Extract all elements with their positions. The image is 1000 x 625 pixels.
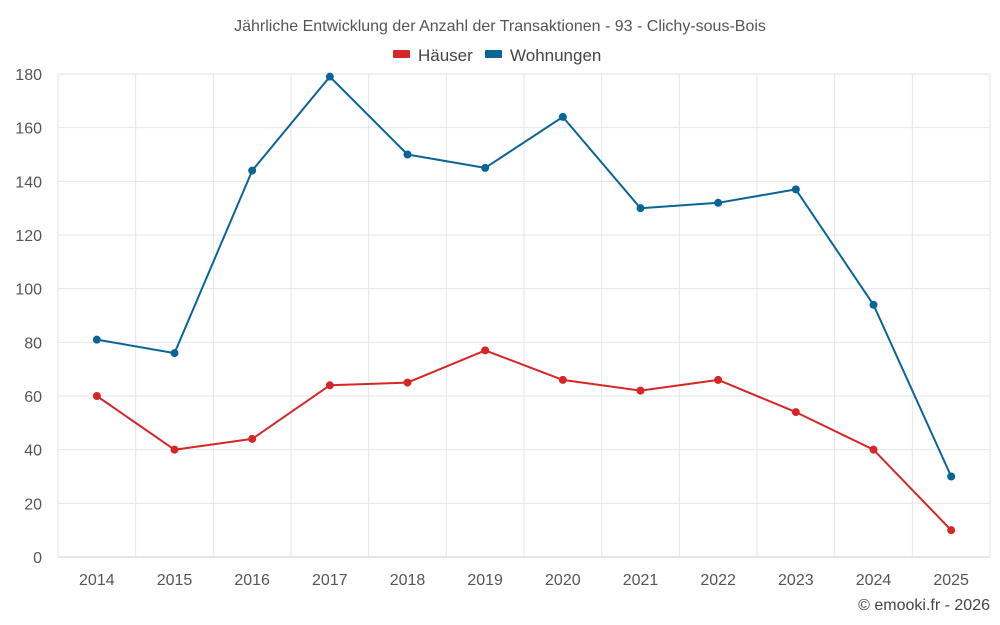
credit-text: © emooki.fr - 2026 [858,597,990,614]
x-tick-label: 2023 [778,572,814,589]
legend-item-wohnungen[interactable]: Wohnungen [485,46,601,65]
y-tick-label: 60 [24,389,42,406]
data-point-haeuser[interactable]: Häuser 2025: 10 [947,526,956,535]
x-tick-label: 2022 [700,572,736,589]
series-wohnungen: Wohnungen 2014: 81 Wohnungen 2015: 76 Wohn… [92,72,956,481]
data-point-wohnungen[interactable]: Wohnungen 2020: 164 [558,112,567,121]
y-axis-ticks: 0 20 40 60 80 100 120 140 160 180 [15,67,42,567]
y-tick-label: 80 [24,335,42,352]
y-tick-label: 180 [15,67,42,84]
data-point-wohnungen[interactable]: Wohnungen 2014: 81 [92,335,101,344]
series: Häuser 2014: 60 Häuser 2015: 40 Häuser 201… [92,72,956,535]
legend: Häuser Wohnungen [393,46,601,65]
y-tick-label: 0 [33,550,42,567]
x-tick-label: 2024 [856,572,892,589]
data-point-wohnungen[interactable]: Wohnungen 2025: 30 [947,472,956,481]
x-tick-label: 2018 [390,572,426,589]
data-point-wohnungen[interactable]: Wohnungen 2017: 179 [325,72,334,81]
data-point-wohnungen[interactable]: Wohnungen 2021: 130 [636,204,645,213]
legend-swatch-wohnungen [485,50,502,58]
series-line-haeuser [96,349,952,531]
data-point-haeuser[interactable]: Häuser 2017: 64 [325,381,334,390]
data-point-haeuser[interactable]: Häuser 2021: 62 [636,386,645,395]
data-point-wohnungen[interactable]: Wohnungen 2016: 144 [248,166,257,175]
x-tick-label: 2020 [545,572,581,589]
x-tick-label: 2016 [234,572,270,589]
data-point-wohnungen[interactable]: Wohnungen 2019: 145 [481,163,490,172]
data-point-haeuser[interactable]: Häuser 2018: 65 [403,378,412,387]
x-tick-label: 2017 [312,572,348,589]
x-tick-label: 2019 [467,572,503,589]
data-point-wohnungen[interactable]: Wohnungen 2024: 94 [869,300,878,309]
x-tick-label: 2014 [79,572,115,589]
data-point-haeuser[interactable]: Häuser 2014: 60 [92,392,101,400]
data-point-haeuser[interactable]: Häuser 2020: 66 [558,375,567,384]
data-point-haeuser[interactable]: Häuser 2019: 77 [481,346,490,355]
gridlines [57,73,991,558]
chart-title: Jährliche Entwicklung der Anzahl der Tra… [234,18,766,35]
legend-item-haeuser[interactable]: Häuser [393,46,473,65]
data-point-haeuser[interactable]: Häuser 2015: 40 [170,445,179,454]
legend-label-haeuser: Häuser [418,46,473,65]
y-tick-label: 120 [15,228,42,245]
legend-label-wohnungen: Wohnungen [510,46,601,65]
legend-swatch-haeuser [393,50,410,58]
data-point-wohnungen[interactable]: Wohnungen 2015: 76 [170,349,179,358]
data-point-wohnungen[interactable]: Wohnungen 2018: 150 [403,150,412,159]
y-tick-label: 20 [24,496,42,513]
series-line-wohnungen [96,75,953,477]
data-point-haeuser[interactable]: Häuser 2022: 66 [714,375,723,384]
series-haeuser: Häuser 2014: 60 Häuser 2015: 40 Häuser 201… [92,346,956,535]
data-point-haeuser[interactable]: Häuser 2023: 54 [791,408,800,417]
data-point-haeuser[interactable]: Häuser 2016: 44 [248,434,257,443]
x-tick-label: 2021 [623,572,659,589]
x-tick-label: 2015 [157,572,193,589]
x-tick-label: 2025 [933,572,969,589]
data-point-haeuser[interactable]: Häuser 2024: 40 [869,445,878,454]
x-axis-ticks: 2014 2015 2016 2017 2018 2019 2020 2021 2022 2023… [79,572,969,589]
y-tick-label: 160 [15,121,42,138]
y-tick-label: 140 [15,174,42,191]
data-point-wohnungen[interactable]: Wohnungen 2023: 137 [791,185,800,194]
data-point-wohnungen[interactable]: Wohnungen 2022: 132 [714,198,723,207]
y-tick-label: 40 [24,443,42,460]
y-tick-label: 100 [15,282,42,299]
